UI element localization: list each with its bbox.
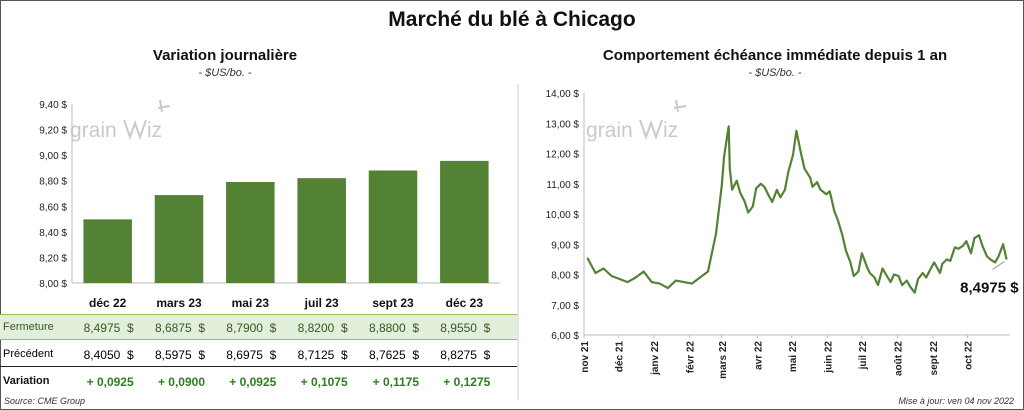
source-note: Source: CME Group bbox=[4, 396, 86, 406]
last-value-label: 8,4975 $ bbox=[960, 279, 1019, 296]
line-y-tick-label: 7,00 $ bbox=[551, 301, 579, 312]
table-cell: 8,5975 $ bbox=[154, 348, 205, 362]
bar-category-label: sept 23 bbox=[372, 296, 414, 310]
bar-category-label: mars 23 bbox=[156, 296, 202, 310]
line-y-tick-label: 13,00 $ bbox=[546, 119, 580, 130]
line-x-tick-label: juil 22 bbox=[858, 341, 869, 371]
bar-category-label: mai 23 bbox=[232, 296, 270, 310]
line-chart-unit: - $US/bo. - bbox=[748, 67, 802, 79]
bar bbox=[440, 160, 489, 283]
table-row-close: Fermeture 8,4975 $ 8,6875 $ 8,7900 $ 8,8200… bbox=[0, 314, 517, 340]
svg-text:iz: iz bbox=[147, 119, 162, 142]
bar-y-tick-label: 8,40 $ bbox=[39, 228, 67, 239]
last-value-leader bbox=[992, 261, 1005, 270]
line-chart: 6,00 $ 7,00 $ 8,00 $ 9,00 $ 10,00 $ 11,00 $ 12… bbox=[546, 89, 1020, 379]
line-x-tick-label: janv 22 bbox=[650, 341, 661, 376]
line-y-tick-label: 11,00 $ bbox=[546, 180, 579, 191]
line-x-tick-label: juin 22 bbox=[823, 341, 834, 374]
table-cell: 8,6875 $ bbox=[154, 321, 205, 335]
bar bbox=[297, 178, 346, 283]
row-label-previous: Précédent bbox=[3, 348, 54, 360]
row-label-close: Fermeture bbox=[3, 321, 54, 333]
row-label-variation: Variation bbox=[3, 375, 50, 387]
table-cell: 8,4975 $ bbox=[83, 321, 134, 335]
bar-category-label: déc 23 bbox=[446, 296, 484, 310]
main-title: Marché du blé à Chicago bbox=[388, 8, 636, 31]
table-cell: + 0,0925 bbox=[86, 375, 134, 389]
table-row-previous: Précédent 8,4050 $ 8,5975 $ 8,6975 $ 8,7125… bbox=[0, 342, 517, 367]
table-cell: + 0,1275 bbox=[443, 375, 491, 389]
table-row-variation: Variation + 0,0925 + 0,0900 + 0,0925 + 0,10… bbox=[0, 369, 517, 393]
table-cell: + 0,1175 bbox=[372, 375, 419, 389]
table-cell: 8,6975 $ bbox=[226, 348, 277, 362]
bar-category-label: déc 22 bbox=[89, 296, 127, 310]
line-y-tick-label: 12,00 $ bbox=[546, 150, 580, 161]
grainwiz-logo-right: grain iz bbox=[586, 99, 687, 142]
table-cell: 8,7900 $ bbox=[226, 321, 277, 335]
table-cell: 8,8275 $ bbox=[440, 348, 491, 362]
line-y-tick-label: 6,00 $ bbox=[551, 331, 579, 342]
bar-y-tick-label: 8,80 $ bbox=[39, 177, 67, 188]
line-x-tick-label: sept 22 bbox=[929, 341, 940, 376]
table-cell: 8,7625 $ bbox=[368, 348, 419, 362]
table-cell: 8,8200 $ bbox=[297, 321, 348, 335]
svg-text:iz: iz bbox=[663, 119, 678, 142]
line-x-tick-label: mai 22 bbox=[788, 341, 799, 373]
table-cell: + 0,1075 bbox=[300, 375, 348, 389]
line-x-tick-label: févr 22 bbox=[686, 341, 697, 374]
line-y-tick-label: 9,00 $ bbox=[551, 240, 579, 251]
line-x-tick-label: nov 21 bbox=[580, 341, 591, 373]
bar-chart-subtitle: Variation journalière bbox=[152, 47, 298, 64]
bar-chart: 8,00 $ 8,20 $ 8,40 $ 8,60 $ 8,80 $ 9,00 $ 9,20… bbox=[39, 100, 500, 310]
bar-chart-unit: - $US/bo. - bbox=[198, 67, 252, 79]
line-y-tick-label: 10,00 $ bbox=[546, 210, 580, 221]
bar bbox=[83, 219, 132, 283]
bar-y-tick-label: 9,00 $ bbox=[39, 151, 67, 162]
svg-text:grain: grain bbox=[70, 119, 117, 142]
bar-y-tick-label: 8,60 $ bbox=[39, 202, 67, 213]
bar bbox=[368, 170, 418, 283]
bar-y-tick-label: 9,20 $ bbox=[39, 126, 67, 137]
table-cell: 8,8800 $ bbox=[368, 321, 419, 335]
line-x-tick-label: déc 21 bbox=[614, 341, 625, 373]
update-note: Mise à jour: ven 04 nov 2022 bbox=[898, 396, 1014, 406]
line-chart-subtitle: Comportement échéance immédiate depuis 1… bbox=[602, 47, 948, 64]
table-cell: 8,9550 $ bbox=[440, 321, 491, 335]
line-x-tick-label: oct 22 bbox=[964, 341, 975, 370]
bar-y-tick-label: 8,00 $ bbox=[39, 279, 67, 290]
table-cell: + 0,0925 bbox=[229, 375, 277, 389]
line-x-tick-label: août 22 bbox=[893, 341, 904, 376]
grainwiz-logo-left: grain iz bbox=[70, 99, 171, 142]
line-y-tick-label: 8,00 $ bbox=[551, 271, 579, 282]
line-y-tick-label: 14,00 $ bbox=[546, 89, 580, 100]
line-x-tick-label: avr 22 bbox=[753, 341, 764, 370]
svg-text:grain: grain bbox=[586, 119, 633, 142]
table-cell: 8,7125 $ bbox=[297, 348, 348, 362]
table-cell: 8,4050 $ bbox=[83, 348, 134, 362]
line-x-tick-label: mars 22 bbox=[718, 341, 729, 379]
bar bbox=[154, 195, 204, 283]
bar-category-label: juil 23 bbox=[304, 296, 339, 310]
price-line bbox=[586, 125, 1008, 294]
bar-y-tick-label: 9,40 $ bbox=[39, 100, 67, 111]
bar-y-tick-label: 8,20 $ bbox=[39, 253, 67, 264]
bar bbox=[226, 181, 275, 283]
table-cell: + 0,0900 bbox=[157, 375, 205, 389]
